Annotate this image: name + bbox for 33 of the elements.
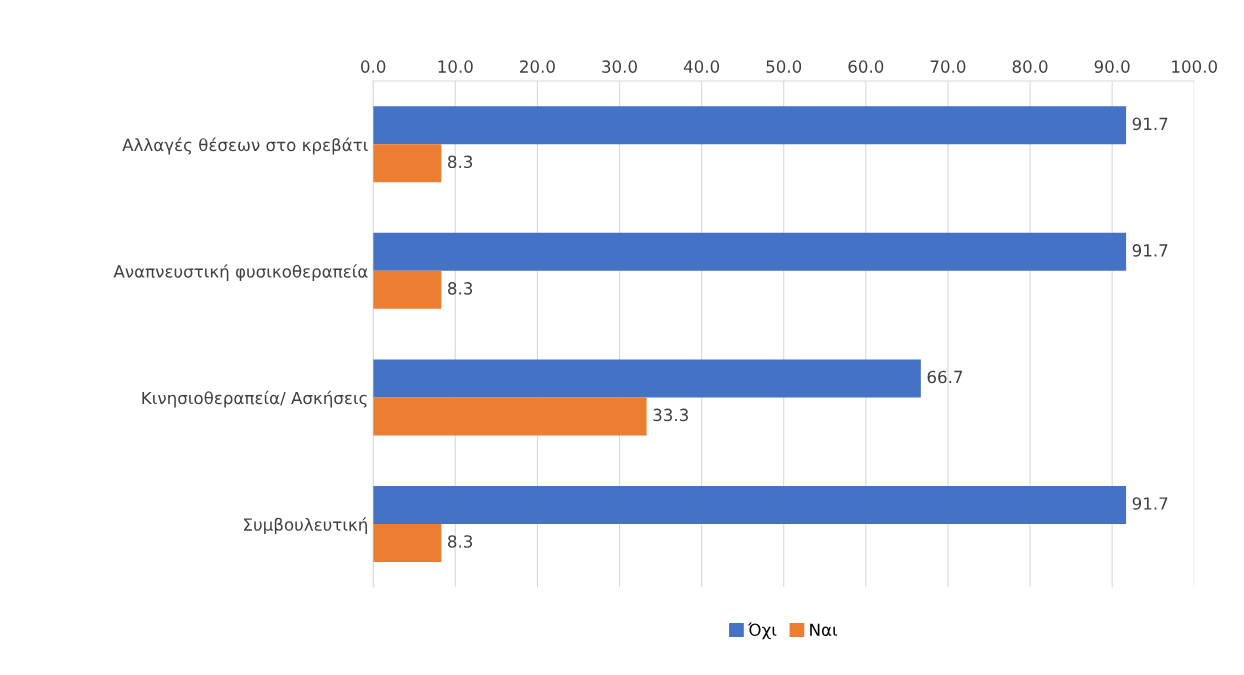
data-label: 33.3: [653, 408, 688, 422]
bar: [373, 270, 442, 309]
y-tick-label: Κινησιοθεραπεία/ Ασκήσεις: [142, 390, 367, 408]
data-label: 91.7: [1132, 117, 1168, 131]
x-tick-label: 70.0: [930, 60, 966, 73]
y-tick-label: Αλλαγές θέσεων στο κρεβάτι: [122, 137, 368, 155]
x-tick-label: 50.0: [766, 60, 802, 73]
y-tick-label: Αναπνευστική φυσικοθεραπεία: [113, 264, 368, 281]
x-tick-label: 40.0: [683, 60, 720, 73]
y-tick-label: Συμβουλευτική: [244, 517, 367, 535]
bar: [373, 486, 1127, 524]
bar: [373, 397, 647, 436]
data-label: 8.3: [448, 282, 473, 295]
data-label: 66.7: [927, 370, 963, 384]
bar: [373, 523, 442, 562]
x-tick-label: 10.0: [438, 60, 473, 73]
data-label: 91.7: [1132, 497, 1168, 510]
legend-label: Ναι: [810, 623, 838, 637]
legend-label: Όχι: [747, 622, 777, 640]
x-tick-label: 20.0: [520, 60, 555, 73]
bar: [373, 144, 442, 183]
x-tick-label: 60.0: [848, 60, 884, 73]
bar: [373, 232, 1127, 271]
x-tick-label: 90.0: [1094, 60, 1130, 73]
x-tick-label: 0.0: [361, 60, 386, 73]
data-label: 91.7: [1132, 244, 1168, 257]
x-tick-label: 100.0: [1172, 60, 1217, 73]
data-label: 8.3: [448, 535, 473, 548]
data-label: 8.3: [448, 155, 473, 169]
x-tick-label: 30.0: [602, 60, 637, 73]
x-tick-label: 80.0: [1012, 60, 1048, 73]
bar: [373, 106, 1127, 145]
bar: [373, 359, 921, 398]
